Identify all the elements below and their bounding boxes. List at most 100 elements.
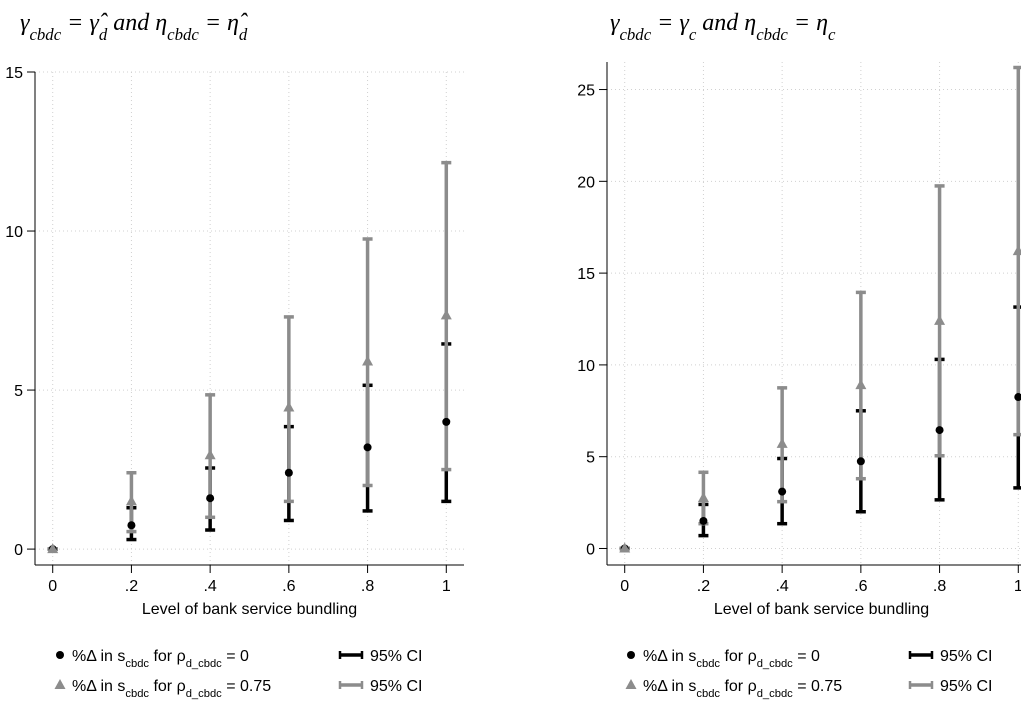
y-tick-label: 0	[14, 542, 23, 559]
marker	[204, 449, 216, 460]
x-tick-label: .2	[125, 578, 138, 595]
marker	[125, 495, 137, 506]
y-tick-label: 10	[5, 224, 23, 241]
marker	[1014, 393, 1021, 402]
text-part: =	[61, 10, 89, 36]
x-tick-label: .2	[697, 578, 710, 595]
legend-label: %Δ in scbdc for ρd_cbdc = 0	[643, 648, 820, 670]
text-part: %Δ in s	[643, 648, 696, 665]
subscript: c	[828, 25, 836, 44]
y-tick-label: 20	[577, 174, 595, 191]
x-tick-label: .4	[203, 578, 216, 595]
text-part: =	[651, 10, 679, 36]
x-tick-label: .8	[361, 578, 374, 595]
marker	[440, 309, 452, 320]
subscript: cbdc	[756, 25, 788, 44]
subscript: d_cbdc	[757, 688, 793, 700]
marker	[934, 314, 946, 325]
legend-label: %Δ in scbdc for ρd_cbdc = 0.75	[72, 678, 271, 700]
y-tick-label: 5	[586, 450, 595, 467]
x-tick-label: 1	[1014, 578, 1021, 595]
y-tick-label: 15	[577, 266, 595, 283]
legend-ci-label: 95% CI	[370, 648, 422, 665]
legend-ci-label: 95% CI	[940, 648, 992, 665]
subscript: d	[239, 25, 248, 44]
x-tick-label: 0	[48, 578, 57, 595]
text-part: %Δ in s	[72, 678, 125, 695]
marker	[855, 379, 867, 390]
chart-title: γcbdc = γc and ηcbdc = ηc	[610, 10, 836, 44]
text-part: for ρ	[720, 648, 757, 665]
subscript: c	[689, 25, 697, 44]
text-part: γ	[610, 10, 620, 36]
marker	[206, 494, 215, 503]
marker	[935, 426, 944, 435]
text-part: = 0	[793, 648, 820, 665]
marker	[619, 542, 631, 553]
text-part: for ρ	[149, 678, 186, 695]
subscript: d_cbdc	[757, 658, 793, 670]
legend-ci-label: 95% CI	[940, 678, 992, 695]
legend-marker	[625, 679, 637, 689]
text-part: for ρ	[149, 648, 186, 665]
y-tick-label: 10	[577, 358, 595, 375]
text-part: %Δ in s	[643, 678, 696, 695]
y-tick-label: 15	[5, 65, 23, 82]
text-part: =	[788, 10, 816, 36]
marker	[47, 543, 59, 554]
text-part: η	[744, 10, 756, 36]
marker	[778, 487, 787, 496]
legend-ci-label: 95% CI	[370, 678, 422, 695]
x-tick-label: .6	[854, 578, 867, 595]
legend-label: %Δ in scbdc for ρd_cbdc = 0	[72, 648, 249, 670]
marker	[127, 521, 136, 530]
legend-label: %Δ in scbdc for ρd_cbdc = 0.75	[643, 678, 842, 700]
subscript: d_cbdc	[186, 688, 222, 700]
subscript: cbdc	[619, 25, 651, 44]
marker	[284, 468, 293, 477]
text-part: η	[155, 10, 167, 36]
x-tick-label: 1	[442, 578, 451, 595]
marker	[699, 516, 708, 525]
marker	[856, 457, 865, 466]
marker	[1012, 245, 1021, 256]
text-part: = 0.75	[793, 678, 842, 695]
marker	[362, 355, 374, 366]
y-tick-label: 25	[577, 83, 595, 100]
marker	[363, 443, 372, 452]
subscript: cbdc	[167, 25, 199, 44]
subscript: cbdc	[125, 658, 149, 670]
legend-marker	[56, 651, 64, 659]
subscript: cbdc	[29, 25, 61, 44]
marker	[442, 417, 451, 426]
y-tick-label: 0	[586, 541, 595, 558]
text-part: γ	[20, 10, 30, 36]
marker	[776, 437, 788, 448]
text-part: η	[816, 10, 828, 36]
chart-title: γcbdc = γ̂d and ηcbdc = η̂d	[20, 10, 248, 44]
subscript: cbdc	[125, 688, 149, 700]
text-part: = 0	[222, 648, 249, 665]
legend-marker	[54, 679, 66, 689]
x-tick-label: .6	[282, 578, 295, 595]
subscript: d	[99, 25, 108, 44]
text-part: γ	[679, 10, 689, 36]
y-tick-label: 5	[14, 383, 23, 400]
x-tick-label: .8	[933, 578, 946, 595]
x-axis-label: Level of bank service bundling	[714, 601, 929, 618]
text-part: and	[107, 10, 155, 36]
text-part: and	[696, 10, 744, 36]
text-part: for ρ	[720, 678, 757, 695]
subscript: cbdc	[696, 658, 720, 670]
subscript: cbdc	[696, 688, 720, 700]
subscript: d_cbdc	[186, 658, 222, 670]
text-part: %Δ in s	[72, 648, 125, 665]
legend-marker	[627, 651, 635, 659]
x-axis-label: Level of bank service bundling	[142, 601, 357, 618]
text-part: = 0.75	[222, 678, 271, 695]
x-tick-label: .4	[775, 578, 788, 595]
text-part: =	[199, 10, 227, 36]
marker	[283, 401, 295, 412]
x-tick-label: 0	[620, 578, 629, 595]
